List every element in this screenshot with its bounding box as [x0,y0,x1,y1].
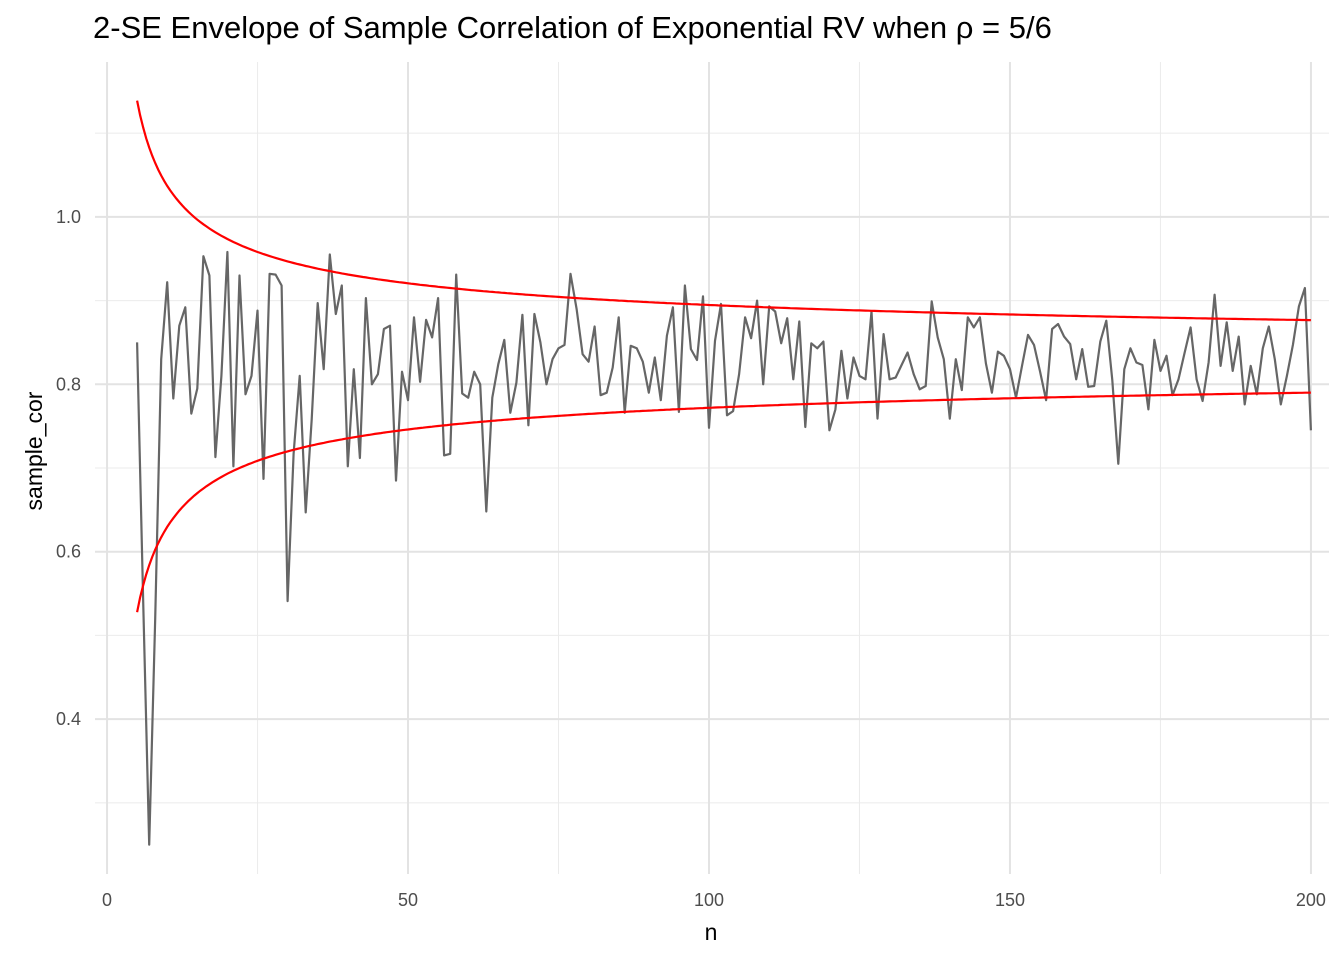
major-gridlines [95,62,1329,874]
y-tick-label: 0.6 [56,542,81,562]
series-layer [136,100,1312,846]
tick-labels: 0 50 100 150 200 0.4 0.6 0.8 1.0 [56,207,1326,910]
minor-gridlines [95,62,1329,874]
y-axis-label: sample_cor [21,391,47,510]
chart-title: 2-SE Envelope of Sample Correlation of E… [93,10,1052,45]
y-tick-label: 1.0 [56,207,81,227]
upper-envelope-line [136,100,1311,322]
x-tick-label: 150 [995,890,1025,910]
x-tick-label: 0 [102,890,112,910]
x-tick-label: 200 [1296,890,1326,910]
y-tick-label: 0.4 [56,709,81,729]
x-tick-label: 100 [694,890,724,910]
lower-envelope-line [136,391,1311,613]
x-tick-label: 50 [398,890,418,910]
sample-cor-line [136,250,1312,846]
y-tick-label: 0.8 [56,374,81,394]
x-axis-label: n [705,919,718,945]
